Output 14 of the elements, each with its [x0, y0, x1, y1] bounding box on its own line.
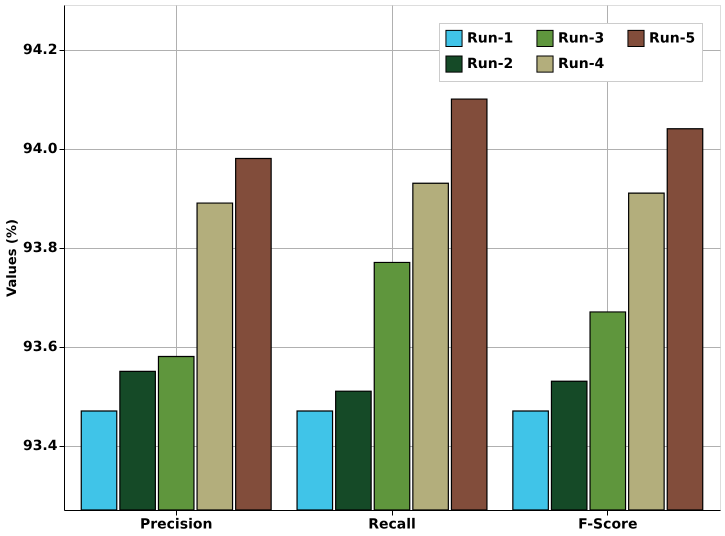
y-tick-label: 94.2	[22, 42, 58, 58]
y-tick-label: 94.0	[22, 141, 58, 158]
x-tick-label: F-Score	[578, 516, 638, 532]
legend-label: Run-1	[467, 30, 514, 46]
y-tick-label: 93.6	[22, 339, 58, 356]
x-tick-label: Precision	[140, 516, 212, 532]
y-tick-label: 93.4	[22, 438, 58, 454]
legend-label: Run-2	[467, 56, 514, 72]
legend-label: Run-3	[558, 30, 604, 46]
y-axis-title: Values (%)	[4, 219, 20, 297]
legend-label: Run-5	[649, 30, 696, 46]
legend-label: Run-4	[558, 56, 605, 72]
x-tick-label: Recall	[368, 516, 416, 532]
y-tick-label: 93.8	[22, 240, 58, 256]
